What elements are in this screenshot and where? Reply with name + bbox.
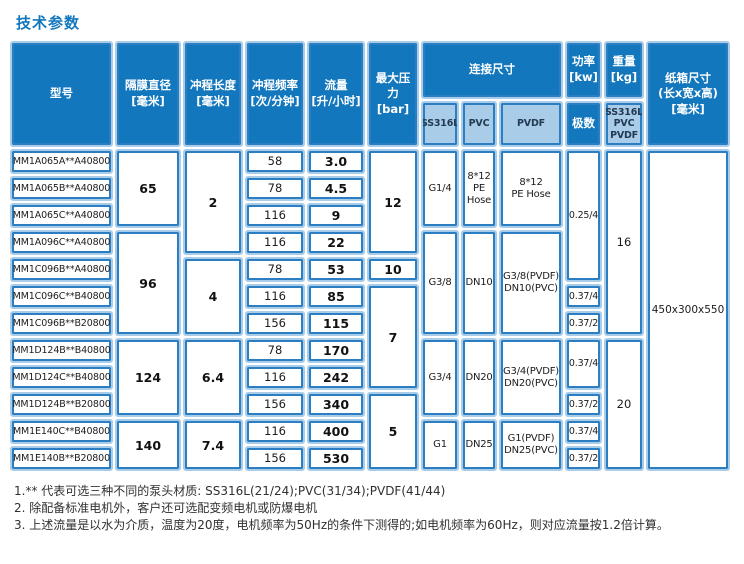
header-model: 型号 — [10, 41, 113, 147]
footnote-3: 3. 上述流量是以水为介质，温度为20度，电机频率为50Hz的条件下测得的;如电… — [14, 518, 669, 532]
conn-ss316l-cell: G3/8 — [421, 230, 459, 336]
frequency-cell: 116 — [245, 230, 305, 255]
flow-cell: 242 — [307, 365, 365, 390]
header-stroke-length: 冲程长度 [毫米] — [183, 41, 243, 147]
conn-ss316l-cell: G1 — [421, 419, 459, 471]
power-cell: 0.37/4 — [565, 419, 602, 444]
header-weight: 重量 [kg] — [604, 41, 644, 99]
stroke-length-cell: 4 — [183, 257, 243, 336]
header-diaphragm: 隔膜直径 [毫米] — [115, 41, 181, 147]
diaphragm-cell: 124 — [115, 338, 181, 417]
model-cell: MM1A065B**A40800 — [10, 176, 113, 201]
power-cell: 0.37/4 — [565, 284, 602, 309]
flow-cell: 53 — [307, 257, 365, 282]
subheader-pvc: PVC — [461, 101, 497, 147]
header-carton: 纸箱尺寸 (长x宽x高) [毫米] — [646, 41, 730, 147]
diaphragm-cell: 140 — [115, 419, 181, 471]
flow-cell: 170 — [307, 338, 365, 363]
frequency-cell: 156 — [245, 392, 305, 417]
conn-ss316l-cell: G3/4 — [421, 338, 459, 417]
frequency-cell: 58 — [245, 149, 305, 174]
header-connection: 连接尺寸 — [421, 41, 563, 99]
header-max-pressure: 最大压力 [bar] — [367, 41, 419, 147]
frequency-cell: 78 — [245, 257, 305, 282]
frequency-cell: 116 — [245, 365, 305, 390]
footnote-1: 1.** 代表可选三种不同的泵头材质: SS316L(21/24);PVC(31… — [14, 484, 446, 498]
stroke-length-cell: 7.4 — [183, 419, 243, 471]
frequency-cell: 78 — [245, 176, 305, 201]
footnotes: 1.** 代表可选三种不同的泵头材质: SS316L(21/24);PVC(31… — [14, 483, 744, 534]
flow-cell: 4.5 — [307, 176, 365, 201]
conn-pvc-cell: 8*12 PE Hose — [461, 149, 497, 228]
flow-cell: 400 — [307, 419, 365, 444]
model-cell: MM1C096C**B40800 — [10, 284, 113, 309]
stroke-length-cell: 6.4 — [183, 338, 243, 417]
frequency-cell: 156 — [245, 311, 305, 336]
page: 技术参数 型号 隔膜直径 [毫米] 冲程长度 [毫米] 冲程频率 [次/分钟] … — [10, 14, 744, 534]
subheader-ss316l: SS316L — [421, 101, 459, 147]
model-cell: MM1D124B**B20800 — [10, 392, 113, 417]
model-cell: MM1A065A**A40800 — [10, 149, 113, 174]
model-cell: MM1C096B**A40800 — [10, 257, 113, 282]
conn-pvc-cell: DN20 — [461, 338, 497, 417]
pressure-cell: 10 — [367, 257, 419, 282]
conn-pvdf-cell: 8*12 PE Hose — [499, 149, 563, 228]
conn-pvc-cell: DN25 — [461, 419, 497, 471]
conn-pvdf-cell: G3/4(PVDF) DN20(PVC) — [499, 338, 563, 417]
header-poles: 极数 — [565, 101, 602, 147]
power-cell: 0.37/2 — [565, 311, 602, 336]
flow-cell: 22 — [307, 230, 365, 255]
model-cell: MM1E140B**B20800 — [10, 446, 113, 471]
carton-cell: 450x300x550 — [646, 149, 730, 471]
frequency-cell: 116 — [245, 419, 305, 444]
stroke-length-cell: 2 — [183, 149, 243, 255]
diaphragm-cell: 96 — [115, 230, 181, 336]
model-cell: MM1A065C**A40800 — [10, 203, 113, 228]
frequency-cell: 156 — [245, 446, 305, 471]
pressure-cell: 5 — [367, 392, 419, 471]
power-cell: 0.37/4 — [565, 338, 602, 390]
header-stroke-frequency: 冲程频率 [次/分钟] — [245, 41, 305, 147]
frequency-cell: 78 — [245, 338, 305, 363]
conn-pvdf-cell: G1(PVDF) DN25(PVC) — [499, 419, 563, 471]
subheader-pvdf: PVDF — [499, 101, 563, 147]
conn-pvdf-cell: G3/8(PVDF) DN10(PVC) — [499, 230, 563, 336]
model-cell: MM1E140C**B40800 — [10, 419, 113, 444]
power-cell: 0.37/2 — [565, 446, 602, 471]
frequency-cell: 116 — [245, 284, 305, 309]
conn-ss316l-cell: G1/4 — [421, 149, 459, 228]
model-cell: MM1D124B**B40800 — [10, 338, 113, 363]
flow-cell: 530 — [307, 446, 365, 471]
footnote-2: 2. 除配备标准电机外，客户还可选配变频电机或防爆电机 — [14, 501, 318, 515]
frequency-cell: 116 — [245, 203, 305, 228]
conn-pvc-cell: DN10 — [461, 230, 497, 336]
model-cell: MM1C096B**B20800 — [10, 311, 113, 336]
weight-cell: 20 — [604, 338, 644, 471]
pressure-cell: 7 — [367, 284, 419, 390]
diaphragm-cell: 65 — [115, 149, 181, 228]
model-cell: MM1D124C**B40800 — [10, 365, 113, 390]
flow-cell: 9 — [307, 203, 365, 228]
weight-cell: 16 — [604, 149, 644, 336]
flow-cell: 115 — [307, 311, 365, 336]
power-cell: 0.25/4 — [565, 149, 602, 282]
flow-cell: 3.0 — [307, 149, 365, 174]
subheader-weight-materials: SS316L PVC PVDF — [604, 101, 644, 147]
page-title: 技术参数 — [16, 14, 81, 32]
header-power: 功率 [kw] — [565, 41, 602, 99]
pressure-cell: 12 — [367, 149, 419, 255]
flow-cell: 340 — [307, 392, 365, 417]
flow-cell: 85 — [307, 284, 365, 309]
model-cell: MM1A096C**A40800 — [10, 230, 113, 255]
tech-params-table: 型号 隔膜直径 [毫米] 冲程长度 [毫米] 冲程频率 [次/分钟] 流量 [升… — [10, 41, 730, 471]
power-cell: 0.37/2 — [565, 392, 602, 417]
header-flow: 流量 [升/小时] — [307, 41, 365, 147]
